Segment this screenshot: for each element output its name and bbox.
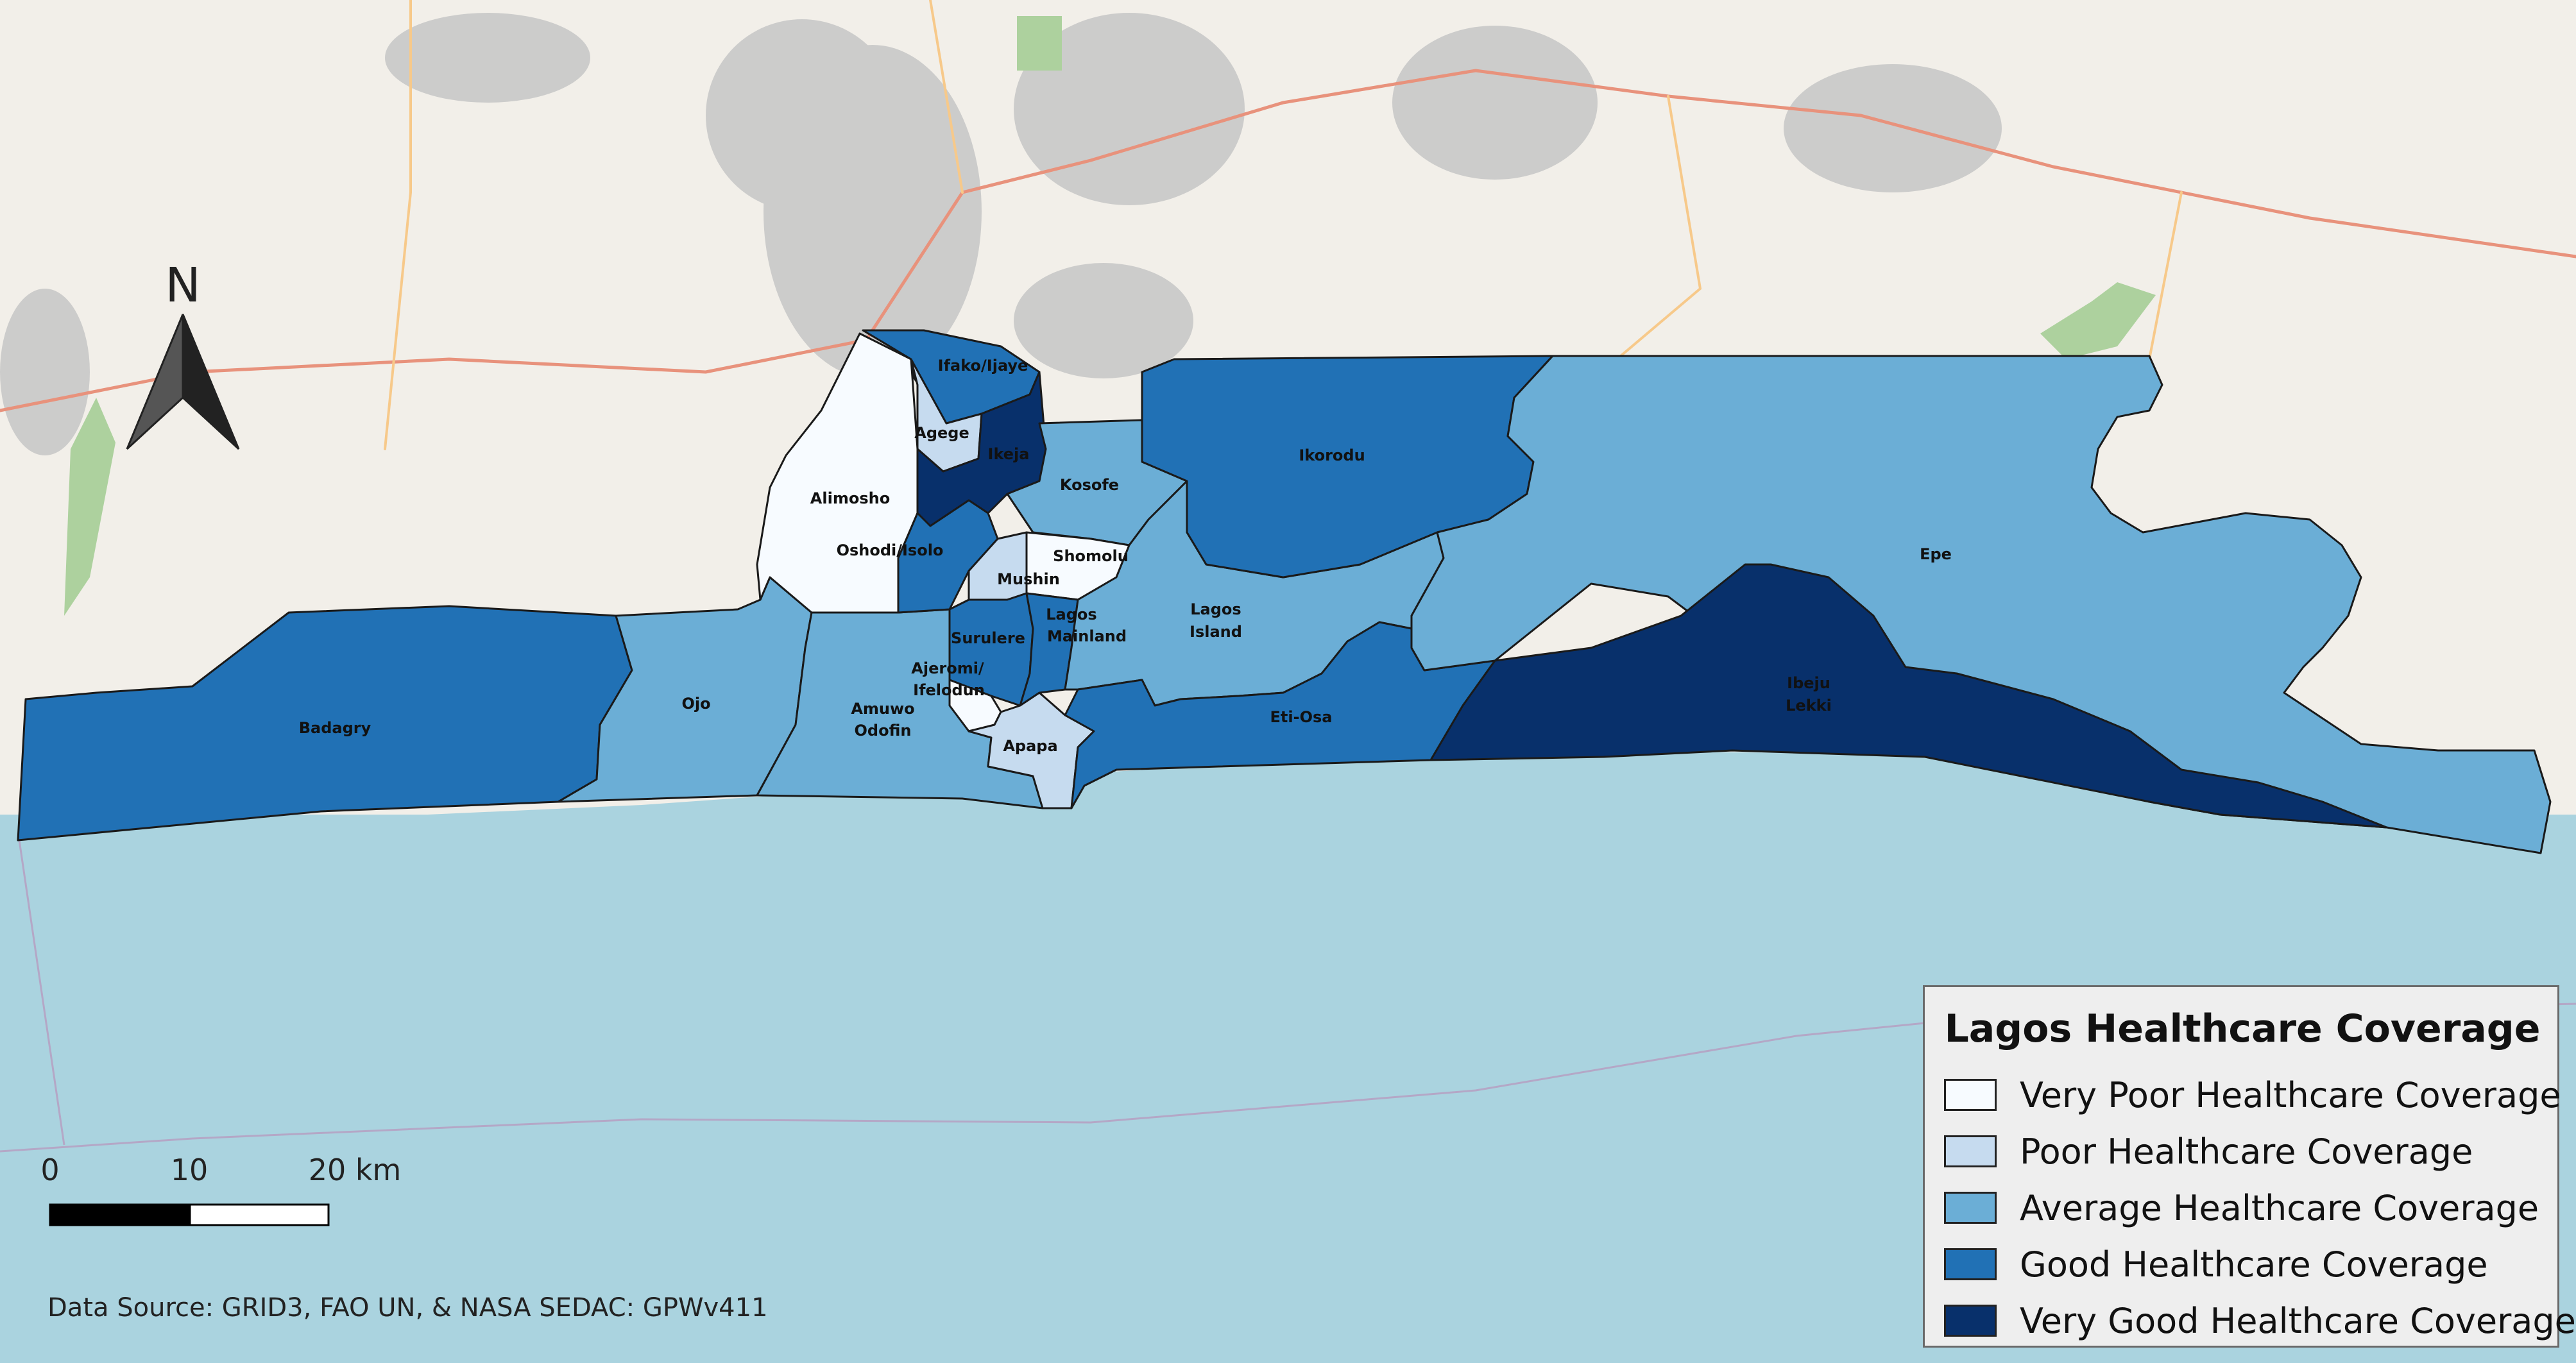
basemap-roads	[0, 0, 2576, 450]
label-surulere: Surulere	[951, 629, 1025, 647]
label-ojo: Ojo	[681, 695, 710, 713]
legend-label-very-good: Very Good Healthcare Coverage	[2020, 1300, 2576, 1341]
legend-label-good: Good Healthcare Coverage	[2020, 1244, 2488, 1285]
label-alimosho: Alimosho	[810, 489, 890, 507]
region-ibeju-lekki[interactable]	[1429, 563, 2388, 829]
label-lagos-mainland-line2: Mainland	[1047, 627, 1127, 645]
label-ajeromi-ifelodun-line1: Ajeromi/	[911, 659, 984, 677]
label-amuwo-odofin-line1: Amuwo	[851, 700, 914, 718]
legend-item-good: Good Healthcare Coverage	[1944, 1236, 2541, 1292]
legend-item-average: Average Healthcare Coverage	[1944, 1180, 2541, 1236]
label-amuwo-odofin-line2: Odofin	[855, 722, 912, 740]
label-lagos-island-line1: Lagos	[1190, 600, 1241, 618]
north-arrow: N	[126, 258, 240, 450]
legend-swatch-poor	[1944, 1135, 1997, 1167]
region-epe[interactable]	[1410, 355, 2552, 854]
legend-item-very-poor: Very Poor Healthcare Coverage	[1944, 1067, 2561, 1123]
scale-tick-10: 10	[171, 1153, 209, 1187]
label-ajeromi-ifelodun-line2: Ifelodun	[913, 681, 985, 699]
label-ibeju-lekki-line2: Lekki	[1786, 697, 1832, 715]
label-oshodi-isolo: Oshodi/Isolo	[837, 541, 944, 559]
legend-label-very-poor: Very Poor Healthcare Coverage	[2020, 1074, 2561, 1115]
label-agege: Agege	[914, 424, 969, 442]
legend-item-very-good: Very Good Healthcare Coverage	[1944, 1292, 2576, 1349]
scale-tick-20: 20 km	[309, 1153, 402, 1187]
lga-labels: Badagry Ojo Amuwo Odofin Alimosho Ifako/…	[299, 357, 1952, 755]
label-badagry: Badagry	[299, 719, 371, 737]
label-ibeju-lekki-line1: Ibeju	[1787, 674, 1830, 692]
label-ifako-ijaye: Ifako/Ijaye	[938, 357, 1028, 375]
scale-segment-white	[189, 1203, 330, 1226]
legend-swatch-average	[1944, 1192, 1997, 1224]
legend-swatch-good	[1944, 1248, 1997, 1280]
label-apapa: Apapa	[1003, 737, 1057, 755]
basemap-urban-areas	[0, 13, 2002, 455]
legend-label-poor: Poor Healthcare Coverage	[2020, 1131, 2473, 1172]
label-epe: Epe	[1920, 545, 1952, 563]
map-legend: Lagos Healthcare Coverage Very Poor Heal…	[1923, 985, 2576, 1349]
north-arrow-right-half	[182, 314, 240, 450]
label-mushin: Mushin	[997, 570, 1060, 588]
label-ikeja: Ikeja	[988, 445, 1030, 463]
scale-segment-black	[49, 1203, 191, 1226]
lga-polygons	[17, 329, 2552, 854]
north-arrow-letter: N	[165, 258, 200, 313]
scale-tick-0: 0	[40, 1153, 59, 1187]
label-lagos-mainland-line1: Lagos	[1046, 605, 1096, 623]
legend-swatch-very-poor	[1944, 1079, 1997, 1111]
basemap-parks	[64, 16, 2156, 616]
legend-label-average: Average Healthcare Coverage	[2020, 1187, 2539, 1228]
label-kosofe: Kosofe	[1060, 476, 1119, 494]
scale-bar: 0 10 20 km	[40, 1153, 402, 1226]
label-eti-osa: Eti-Osa	[1270, 708, 1333, 726]
label-lagos-island-line2: Island	[1190, 623, 1242, 641]
data-source-note: Data Source: GRID3, FAO UN, & NASA SEDAC…	[47, 1293, 768, 1323]
legend-swatch-very-good	[1944, 1305, 1997, 1337]
label-shomolu: Shomolu	[1053, 547, 1129, 565]
region-oshodi-isolo[interactable]	[897, 499, 999, 614]
legend-item-poor: Poor Healthcare Coverage	[1944, 1123, 2541, 1180]
legend-title: Lagos Healthcare Coverage	[1944, 1006, 2541, 1051]
label-ikorodu: Ikorodu	[1299, 446, 1365, 464]
